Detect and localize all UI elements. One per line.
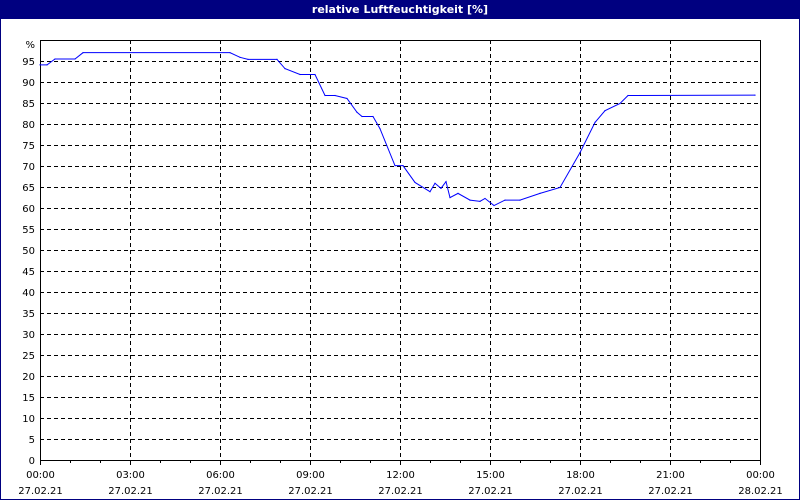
data-point <box>229 52 231 54</box>
data-point <box>449 196 451 199</box>
y-tick-label: 65 <box>22 183 35 194</box>
data-point <box>559 186 561 189</box>
data-point <box>299 73 301 76</box>
x-tick-time: 03:00 <box>116 470 145 481</box>
data-point <box>46 64 48 66</box>
x-tick-date: 27.02.21 <box>648 486 693 497</box>
y-tick-label: 70 <box>22 162 35 173</box>
data-point <box>334 94 336 97</box>
data-point <box>627 94 629 97</box>
y-tick-label: 55 <box>22 225 35 236</box>
data-point <box>54 58 56 60</box>
data-point <box>457 192 459 194</box>
data-point <box>594 121 596 123</box>
data-point <box>414 181 416 184</box>
y-tick-label: 50 <box>22 246 35 257</box>
data-point <box>276 58 278 61</box>
data-point <box>361 115 363 118</box>
y-tick-label: 75 <box>22 141 35 152</box>
data-point <box>39 64 41 66</box>
y-tick-label: 60 <box>22 204 35 215</box>
data-point <box>74 58 76 60</box>
data-point <box>314 73 316 76</box>
y-tick-label: 80 <box>22 120 35 131</box>
x-tick-time: 06:00 <box>206 470 235 481</box>
data-point <box>429 191 431 193</box>
y-tick-label: 95 <box>22 57 35 68</box>
data-point <box>504 199 506 201</box>
x-tick-date: 27.02.21 <box>198 486 243 497</box>
y-tick-label: 40 <box>22 288 35 299</box>
data-point <box>519 199 521 201</box>
y-tick-label: 20 <box>22 372 35 383</box>
data-point <box>346 97 348 100</box>
x-tick-time: 21:00 <box>656 470 685 481</box>
data-point <box>284 68 286 70</box>
data-point <box>469 199 471 201</box>
y-tick-label: 30 <box>22 330 35 341</box>
x-tick-date: 27.02.21 <box>18 486 63 497</box>
y-tick-label: 90 <box>22 78 35 89</box>
data-point <box>604 110 606 112</box>
data-point <box>484 197 486 200</box>
x-tick-date: 28.02.21 <box>738 486 783 497</box>
x-tick-date: 27.02.21 <box>108 486 153 497</box>
data-point <box>619 102 621 105</box>
data-point <box>493 204 495 207</box>
y-tick-label: 5 <box>29 435 35 446</box>
y-tick-label: 15 <box>22 393 35 404</box>
data-point <box>372 115 374 118</box>
x-tick-date: 27.02.21 <box>378 486 423 497</box>
x-tick-date: 27.02.21 <box>288 486 333 497</box>
y-axis-label: % <box>25 40 35 51</box>
y-tick-label: 25 <box>22 351 35 362</box>
data-point <box>82 52 84 54</box>
data-point <box>579 152 581 154</box>
y-tick-label: 45 <box>22 267 35 278</box>
x-tick-time: 00:00 <box>26 470 55 481</box>
data-point <box>539 192 541 194</box>
x-tick-time: 00:00 <box>746 470 775 481</box>
data-point <box>239 56 241 58</box>
x-tick-date: 27.02.21 <box>558 486 603 497</box>
data-point <box>445 181 447 183</box>
x-tick-time: 12:00 <box>386 470 415 481</box>
y-tick-label: 0 <box>29 456 35 467</box>
x-tick-time: 18:00 <box>566 470 595 481</box>
data-point <box>479 200 481 202</box>
plot-frame <box>40 40 761 461</box>
data-point <box>379 128 381 130</box>
x-tick-time: 09:00 <box>296 470 325 481</box>
data-point <box>394 165 396 167</box>
data-point <box>356 111 358 113</box>
data-point <box>440 187 442 189</box>
chart-title: relative Luftfeuchtigkeit [%] <box>1 1 799 19</box>
data-point <box>402 165 404 167</box>
x-tick-time: 15:00 <box>476 470 505 481</box>
data-point <box>754 94 756 96</box>
data-point <box>324 94 326 97</box>
x-tick-date: 27.02.21 <box>468 486 513 497</box>
y-tick-label: 10 <box>22 414 35 425</box>
humidity-series-line <box>40 52 756 207</box>
y-tick-label: 35 <box>22 309 35 320</box>
y-tick-label: 85 <box>22 99 35 110</box>
data-point <box>247 58 249 61</box>
data-point <box>434 182 436 184</box>
